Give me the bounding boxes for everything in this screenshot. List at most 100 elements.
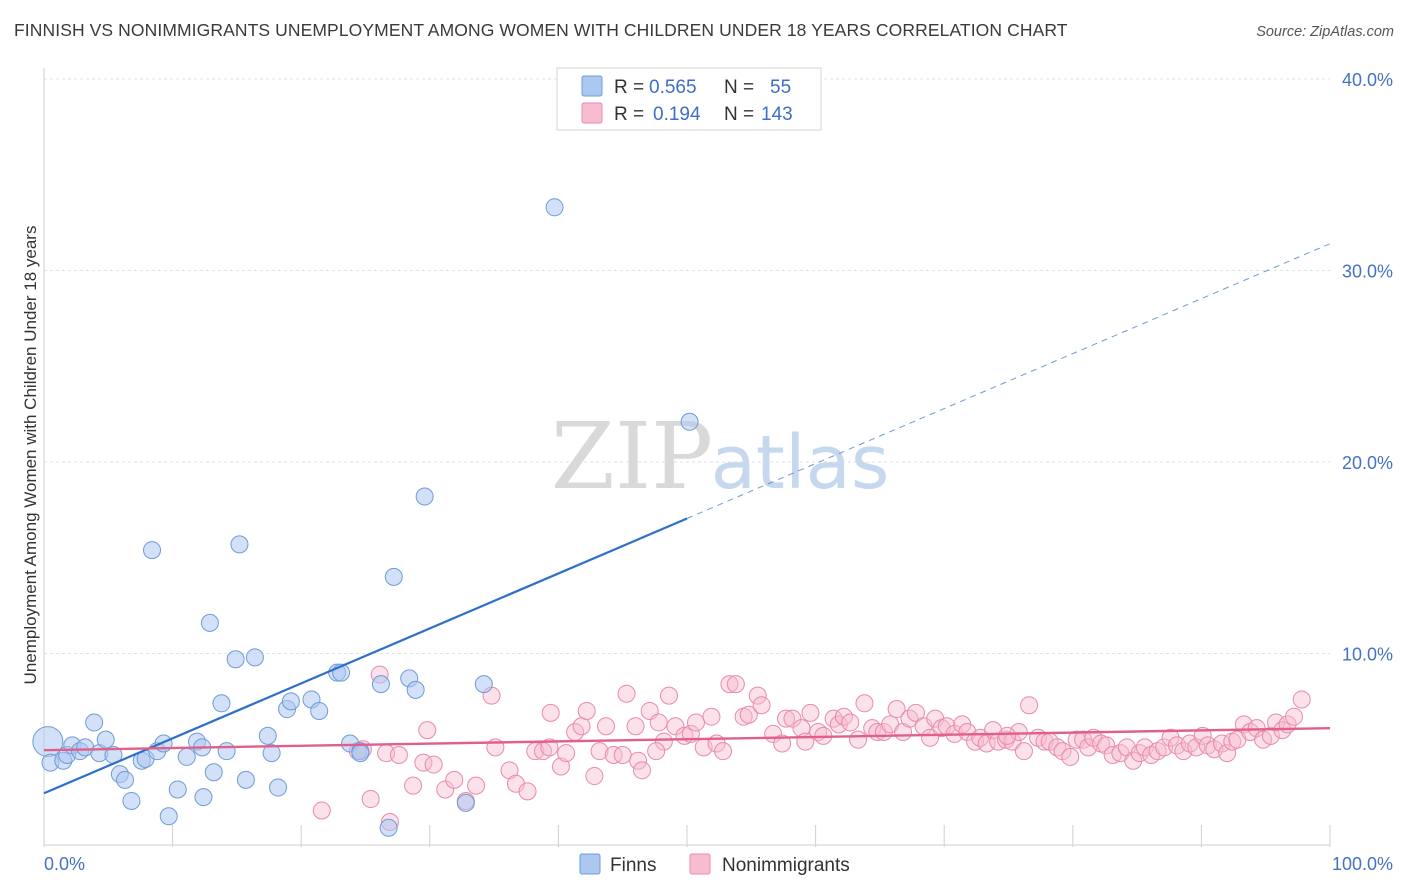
point-finns-50 [456, 793, 475, 812]
bottom-legend-swatch-nonimmigrants [689, 853, 711, 875]
legend-r-label-finns: R = [614, 77, 644, 98]
point-nonimmigrants-138 [1284, 707, 1303, 726]
point-nonimmigrants-140 [647, 742, 666, 761]
point-finns-30 [230, 535, 249, 554]
point-nonimmigrants-37 [632, 761, 651, 780]
point-finns-44 [371, 675, 390, 694]
point-nonimmigrants-127 [1218, 744, 1237, 763]
point-finns-51 [474, 675, 493, 694]
point-finns-45 [379, 818, 398, 837]
legend-n-value-finns: 55 [770, 77, 791, 98]
point-nonimmigrants-109 [1103, 745, 1122, 764]
point-nonimmigrants-139 [1292, 690, 1311, 709]
point-nonimmigrants-135 [1266, 713, 1285, 732]
point-nonimmigrants-51 [726, 675, 745, 694]
point-nonimmigrants-49 [714, 742, 733, 761]
point-nonimmigrants-112 [1124, 751, 1143, 770]
point-nonimmigrants-0 [312, 801, 331, 820]
point-finns-29 [226, 650, 245, 669]
point-finns-21 [177, 747, 196, 766]
point-finns-48 [406, 680, 425, 699]
point-nonimmigrants-59 [783, 709, 802, 728]
point-finns-34 [262, 744, 281, 763]
point-finns-52 [545, 198, 564, 217]
point-finns-9 [96, 730, 115, 749]
point-nonimmigrants-14 [467, 776, 486, 795]
point-finns-46 [384, 567, 403, 586]
bottom-legend-label-nonimmigrants: Nonimmigrants [722, 855, 850, 876]
point-nonimmigrants-70 [855, 694, 874, 713]
point-finns-33 [258, 726, 277, 745]
point-finns-16 [143, 541, 162, 560]
point-nonimmigrants-122 [1187, 738, 1206, 757]
bottom-legend-swatch-finns [579, 853, 601, 875]
legend-r-value-finns: 0.565 [649, 77, 697, 98]
legend-n-label-nonimmigrants: N = [724, 104, 754, 125]
watermark: ZIP atlas [551, 403, 890, 510]
point-nonimmigrants-118 [1161, 728, 1180, 747]
point-nonimmigrants-68 [841, 713, 860, 732]
point-nonimmigrants-113 [1130, 744, 1149, 763]
point-nonimmigrants-78 [906, 703, 925, 722]
chart-title: FINNISH VS NONIMMIGRANTS UNEMPLOYMENT AM… [14, 20, 1068, 40]
point-finns-0 [32, 726, 64, 758]
legend-swatch-nonimmigrants [581, 102, 603, 124]
point-nonimmigrants-40 [654, 732, 673, 751]
point-nonimmigrants-27 [572, 717, 591, 736]
point-nonimmigrants-33 [613, 745, 632, 764]
point-nonimmigrants-94 [1009, 723, 1028, 742]
point-nonimmigrants-12 [445, 770, 464, 789]
point-nonimmigrants-29 [585, 767, 604, 786]
axes [43, 68, 1331, 847]
y-tick-labels: 10.0% 20.0% 30.0% 40.0% [1342, 70, 1393, 665]
y-tick-label-2: 30.0% [1342, 262, 1393, 282]
point-nonimmigrants-53 [739, 705, 758, 724]
point-finns-7 [85, 713, 104, 732]
x-tick-label-0: 0.0% [44, 854, 85, 874]
point-finns-31 [236, 770, 255, 789]
point-finns-25 [200, 613, 219, 632]
x-tick-labels: 0.0% 100.0% [44, 854, 1393, 874]
point-finns-12 [116, 770, 135, 789]
point-finns-39 [310, 701, 329, 720]
point-nonimmigrants-41 [659, 686, 678, 705]
point-nonimmigrants-10 [424, 755, 443, 774]
legend-r-label-nonimmigrants: R = [614, 104, 644, 125]
point-nonimmigrants-80 [921, 728, 940, 747]
point-finns-26 [204, 763, 223, 782]
point-nonimmigrants-57 [773, 734, 792, 753]
point-nonimmigrants-54 [748, 686, 767, 705]
point-nonimmigrants-11 [436, 780, 455, 799]
point-finns-20 [168, 780, 187, 799]
point-nonimmigrants-47 [702, 707, 721, 726]
legend-swatch-finns [581, 75, 603, 97]
point-nonimmigrants-39 [649, 713, 668, 732]
point-nonimmigrants-25 [557, 744, 576, 763]
y-axis-label: Unemployment Among Women with Children U… [21, 226, 40, 685]
trend-line-nonimmigrants [43, 726, 1331, 752]
point-finns-49 [415, 487, 434, 506]
point-nonimmigrants-134 [1261, 726, 1280, 745]
series-finns [32, 198, 699, 837]
grid-lines [44, 78, 1330, 654]
point-nonimmigrants-96 [1020, 696, 1039, 715]
point-nonimmigrants-7 [404, 776, 423, 795]
point-finns-13 [122, 791, 141, 810]
point-nonimmigrants-6 [389, 745, 408, 764]
trend-lines [43, 243, 1331, 795]
point-finns-53 [680, 412, 699, 431]
point-finns-37 [281, 692, 300, 711]
point-nonimmigrants-95 [1014, 742, 1033, 761]
point-nonimmigrants-42 [666, 717, 685, 736]
point-nonimmigrants-36 [629, 751, 648, 770]
point-finns-35 [269, 778, 288, 797]
bottom-legend: Finns Nonimmigrants [579, 853, 850, 876]
point-nonimmigrants-55 [752, 696, 771, 715]
point-nonimmigrants-102 [1061, 747, 1080, 766]
legend-r-value-nonimmigrants: 0.194 [653, 104, 701, 125]
point-nonimmigrants-34 [617, 684, 636, 703]
point-nonimmigrants-19 [518, 782, 537, 801]
point-nonimmigrants-31 [596, 717, 615, 736]
point-finns-32 [245, 648, 264, 667]
point-nonimmigrants-22 [540, 738, 559, 757]
